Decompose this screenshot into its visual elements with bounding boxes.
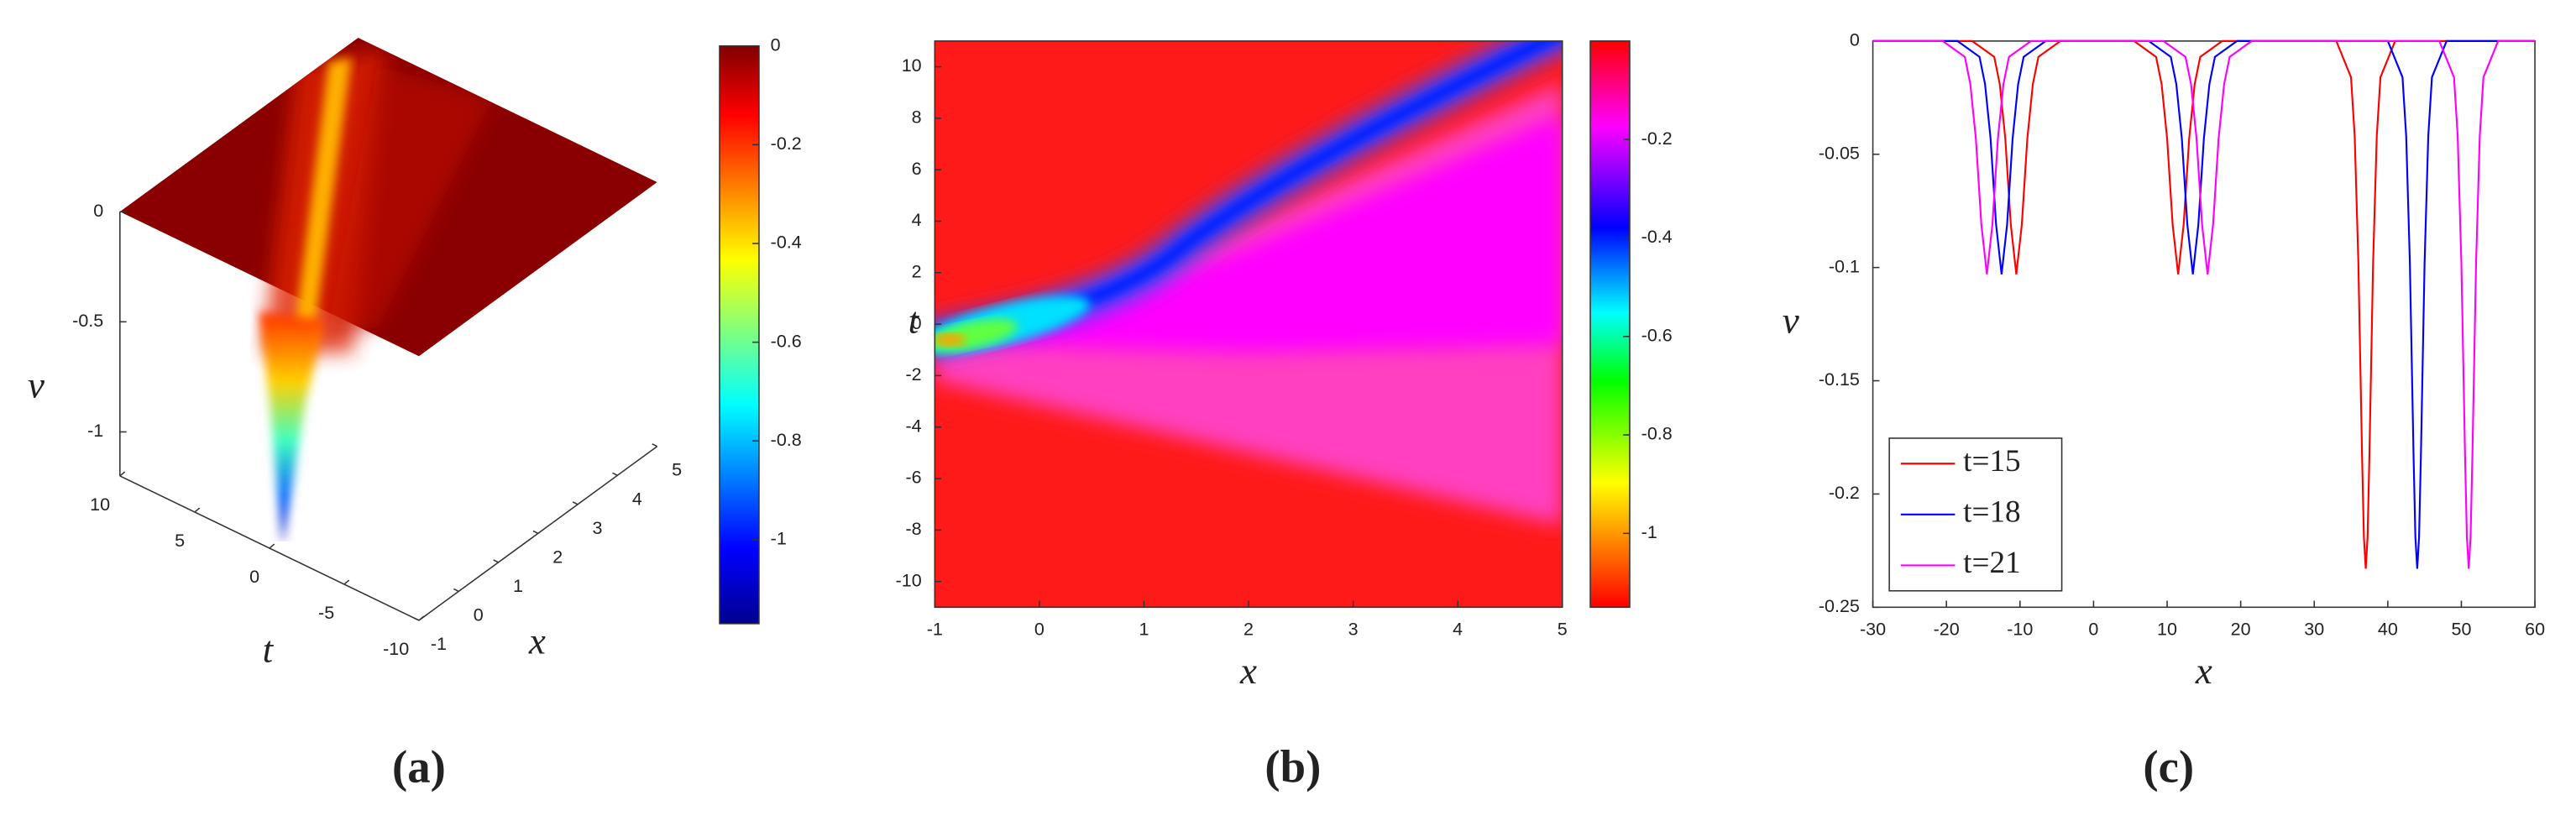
x-axis-label: x bbox=[528, 620, 546, 662]
x-tick-label: 4 bbox=[1453, 619, 1463, 639]
colorbar-tick-label: -1 bbox=[771, 529, 787, 549]
x-tick-label: 20 bbox=[2231, 619, 2251, 639]
x-tick-label: 3 bbox=[593, 518, 603, 538]
x-tick-label: 60 bbox=[2525, 619, 2545, 639]
colorbar-tick-label: -0.4 bbox=[771, 233, 802, 253]
surface bbox=[119, 37, 657, 542]
y-tick-label: -6 bbox=[906, 468, 922, 488]
data-line bbox=[1872, 39, 2536, 569]
x-tick-label: -30 bbox=[1860, 619, 1886, 639]
colorbar-tick-label: -0.2 bbox=[1641, 128, 1673, 149]
colorbar-tick-label: -0.4 bbox=[1641, 227, 1673, 247]
y-tick-label: 2 bbox=[912, 261, 922, 281]
y-tick-label: -0.25 bbox=[1819, 596, 1860, 616]
x-tick-label: -20 bbox=[1934, 619, 1960, 639]
y-tick-label: -4 bbox=[906, 416, 922, 436]
x-tick bbox=[652, 443, 658, 447]
x-tick-label: 30 bbox=[2304, 619, 2324, 639]
y-tick-label: 10 bbox=[902, 55, 922, 76]
x-tick-label: 3 bbox=[1348, 619, 1359, 639]
y-tick-label: -0.2 bbox=[1829, 483, 1860, 503]
data-line bbox=[1872, 39, 2536, 569]
colorbar bbox=[1589, 40, 1631, 609]
t-tick bbox=[119, 471, 126, 477]
x-tick-label: 1 bbox=[1139, 619, 1149, 639]
y-tick-label: -2 bbox=[906, 364, 922, 384]
data-line bbox=[1872, 39, 2536, 569]
t-tick bbox=[343, 579, 350, 585]
colorbar-tick-label: -0.2 bbox=[771, 133, 802, 154]
x-tick bbox=[532, 530, 539, 535]
x-tick-label: 0 bbox=[2088, 619, 2098, 639]
x-tick-label: 4 bbox=[632, 489, 642, 509]
x-tick-label: 10 bbox=[2157, 619, 2177, 639]
t-tick bbox=[194, 507, 201, 513]
z-tick-label: 0 bbox=[93, 201, 103, 221]
y-tick-label: -0.15 bbox=[1819, 369, 1860, 390]
x-tick-label: 50 bbox=[2452, 619, 2472, 639]
colorbar-tick-label: -1 bbox=[1641, 522, 1657, 542]
x-tick-label: 1 bbox=[513, 576, 523, 596]
x-tick bbox=[572, 501, 579, 505]
y-tick-label: 4 bbox=[912, 210, 922, 230]
x-tick bbox=[493, 559, 499, 563]
t-tick-label: -10 bbox=[383, 639, 409, 659]
colorbar-tick-label: -0.6 bbox=[1641, 325, 1673, 345]
x-tick-label: -1 bbox=[927, 619, 943, 639]
y-tick-label: 0 bbox=[1850, 30, 1860, 50]
x-tick-label: 2 bbox=[1243, 619, 1254, 639]
t-tick-label: -5 bbox=[318, 603, 334, 623]
y-tick-label: -0.1 bbox=[1829, 256, 1860, 276]
plot-frame bbox=[1872, 40, 2536, 609]
colorbar-tick-label: -0.6 bbox=[771, 331, 802, 351]
legend-label: t=15 bbox=[1963, 444, 2020, 479]
x-tick bbox=[612, 472, 618, 476]
colorbar-tick-label: 0 bbox=[771, 34, 781, 55]
z-tick-label: -1 bbox=[87, 421, 103, 441]
y-tick-label: -10 bbox=[896, 570, 922, 590]
y-tick-label: 8 bbox=[912, 107, 922, 128]
z-tick-label: -0.5 bbox=[72, 311, 103, 331]
x-tick-label: 0 bbox=[1034, 619, 1045, 639]
t-tick bbox=[418, 615, 425, 621]
x-tick-label: -10 bbox=[2007, 619, 2033, 639]
y-tick-label: 0 bbox=[912, 313, 922, 333]
x-tick bbox=[453, 588, 459, 593]
z-axis-label: v bbox=[28, 364, 45, 406]
x-tick-label: 0 bbox=[474, 604, 484, 625]
y-tick-label: -0.05 bbox=[1819, 143, 1860, 163]
t-tick-label: 5 bbox=[175, 531, 185, 551]
colorbar bbox=[719, 44, 760, 625]
t-axis-label: t bbox=[263, 628, 275, 670]
x-axis-label: x bbox=[2195, 650, 2212, 692]
colorbar-tick-label: -0.8 bbox=[771, 430, 802, 450]
heatmap bbox=[935, 40, 1563, 608]
legend-label: t=18 bbox=[1963, 494, 2020, 529]
y-tick-label: -8 bbox=[906, 519, 922, 539]
x-tick bbox=[413, 617, 420, 621]
x-tick-label: 40 bbox=[2378, 619, 2398, 639]
legend-label: t=21 bbox=[1963, 546, 2020, 580]
t-tick bbox=[269, 543, 275, 549]
caption: (c) bbox=[2143, 740, 2194, 792]
caption: (a) bbox=[392, 740, 446, 792]
x-tick-label: -1 bbox=[431, 634, 447, 654]
y-axis-label: v bbox=[1783, 299, 1799, 341]
x-tick-label: 5 bbox=[1558, 619, 1568, 639]
y-axis-label: t bbox=[908, 299, 920, 341]
y-tick-label: 6 bbox=[912, 159, 922, 179]
x-tick-label: 2 bbox=[552, 547, 563, 567]
colorbar-tick-label: -0.8 bbox=[1641, 424, 1673, 444]
caption: (b) bbox=[1264, 740, 1321, 792]
t-tick-label: 10 bbox=[90, 494, 110, 515]
x-tick-label: 5 bbox=[672, 460, 682, 480]
x-axis-label: x bbox=[1239, 650, 1257, 692]
t-tick-label: 0 bbox=[249, 567, 259, 587]
